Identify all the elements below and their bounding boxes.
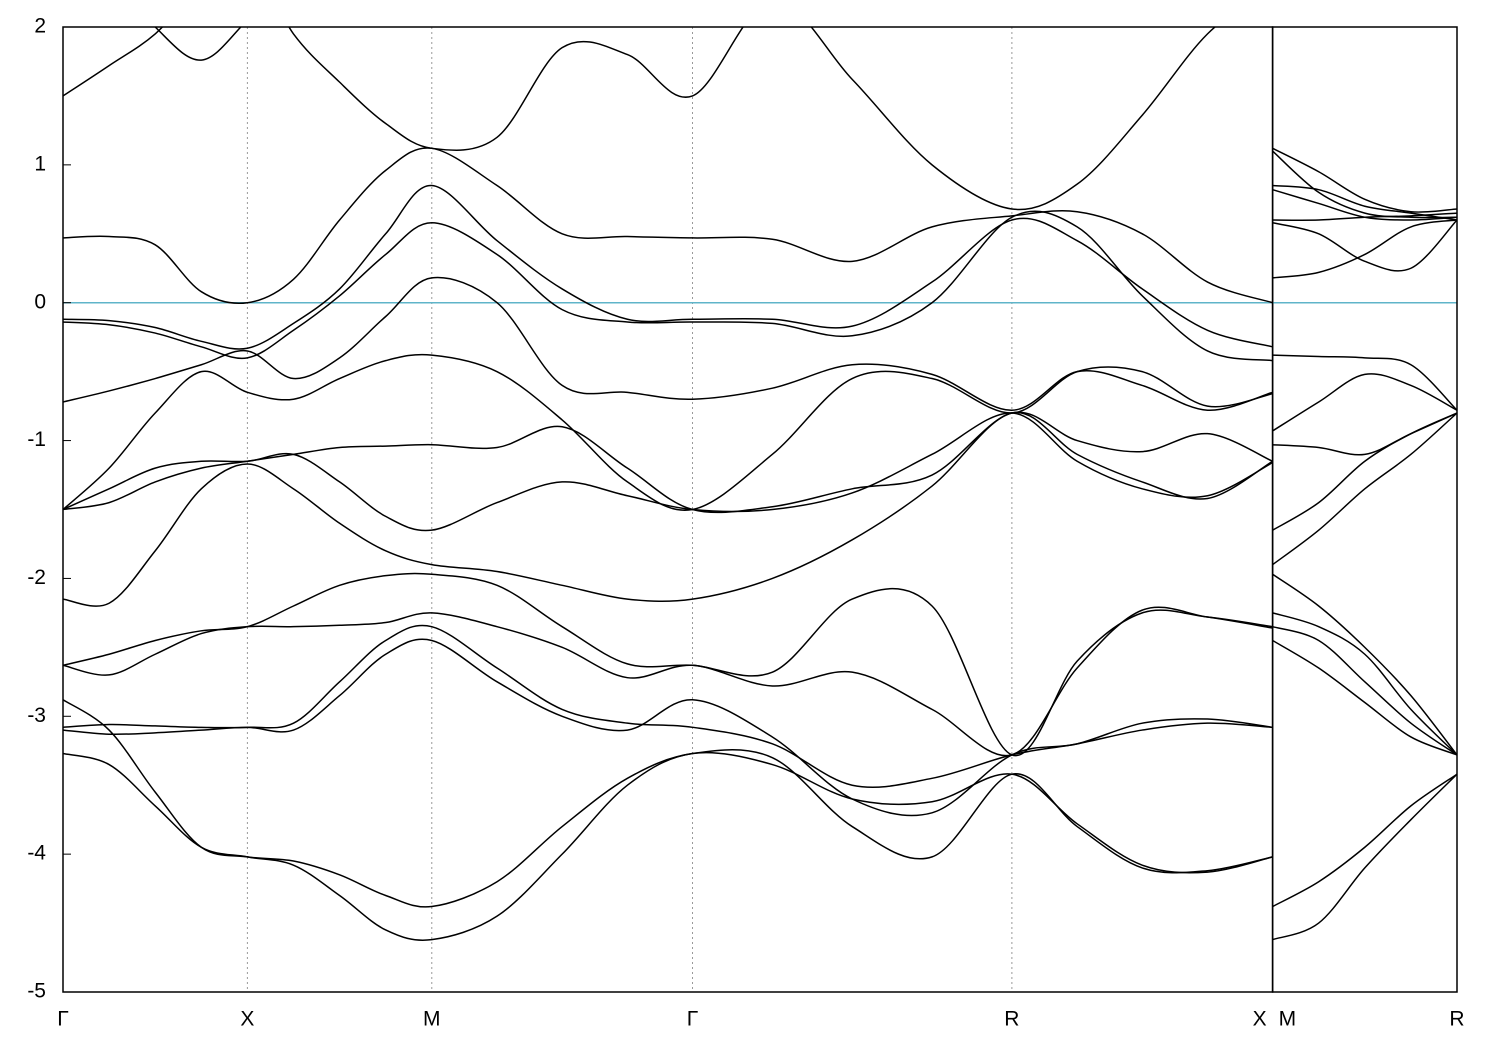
band-line bbox=[1272, 412, 1458, 566]
band-line bbox=[63, 353, 1273, 512]
band-line bbox=[1272, 625, 1458, 756]
band-line bbox=[1272, 612, 1458, 756]
y-tick-label: 2 bbox=[34, 15, 46, 38]
x-tick-label: Γ bbox=[57, 1008, 69, 1031]
band-line bbox=[1272, 773, 1458, 908]
y-tick-label: 0 bbox=[34, 290, 46, 313]
band-line bbox=[1272, 354, 1458, 411]
band-line bbox=[63, 147, 1273, 304]
band-line bbox=[63, 27, 1217, 211]
band-line bbox=[1272, 412, 1458, 531]
x-tick-label: Γ bbox=[687, 1008, 699, 1031]
x-tick-label: X bbox=[240, 1008, 254, 1031]
band-line bbox=[63, 638, 1273, 817]
band-line bbox=[63, 184, 1273, 350]
band-line bbox=[63, 411, 1273, 514]
band-line bbox=[63, 572, 1273, 757]
x-tick-label: X bbox=[1253, 1008, 1267, 1031]
y-tick-label: -5 bbox=[27, 980, 46, 1003]
y-tick-label: -3 bbox=[27, 704, 46, 727]
band-line bbox=[154, 27, 242, 61]
band-line bbox=[1272, 639, 1458, 756]
band-line bbox=[63, 210, 1273, 362]
band-line bbox=[63, 699, 1273, 908]
x-tick-label: M bbox=[1279, 1008, 1297, 1031]
band-line bbox=[1272, 373, 1458, 432]
band-line bbox=[63, 606, 1273, 757]
x-tick-label: R bbox=[1449, 1008, 1464, 1031]
band-line bbox=[63, 751, 1273, 941]
plot-area bbox=[1272, 147, 1458, 941]
band-line bbox=[63, 624, 1273, 788]
band-line bbox=[63, 411, 1273, 607]
plot-frame bbox=[1271, 26, 1458, 993]
y-tick-label: -1 bbox=[27, 428, 46, 451]
band-line bbox=[1272, 573, 1458, 756]
band-line bbox=[1272, 150, 1458, 219]
x-tick-label: R bbox=[1004, 1008, 1019, 1031]
y-tick-label: 1 bbox=[34, 152, 46, 175]
y-tick-label: -2 bbox=[27, 566, 46, 589]
band-line bbox=[63, 412, 1273, 532]
band-line bbox=[1272, 773, 1458, 941]
band-line bbox=[1272, 212, 1458, 221]
band-line bbox=[1272, 219, 1458, 279]
y-tick-label: -4 bbox=[27, 842, 46, 865]
band-line bbox=[63, 276, 1273, 411]
band-line bbox=[1272, 147, 1458, 213]
x-tick-label: M bbox=[423, 1008, 441, 1031]
plot-area bbox=[63, 27, 1273, 992]
band-line bbox=[1272, 219, 1458, 272]
band-line bbox=[1272, 412, 1458, 456]
